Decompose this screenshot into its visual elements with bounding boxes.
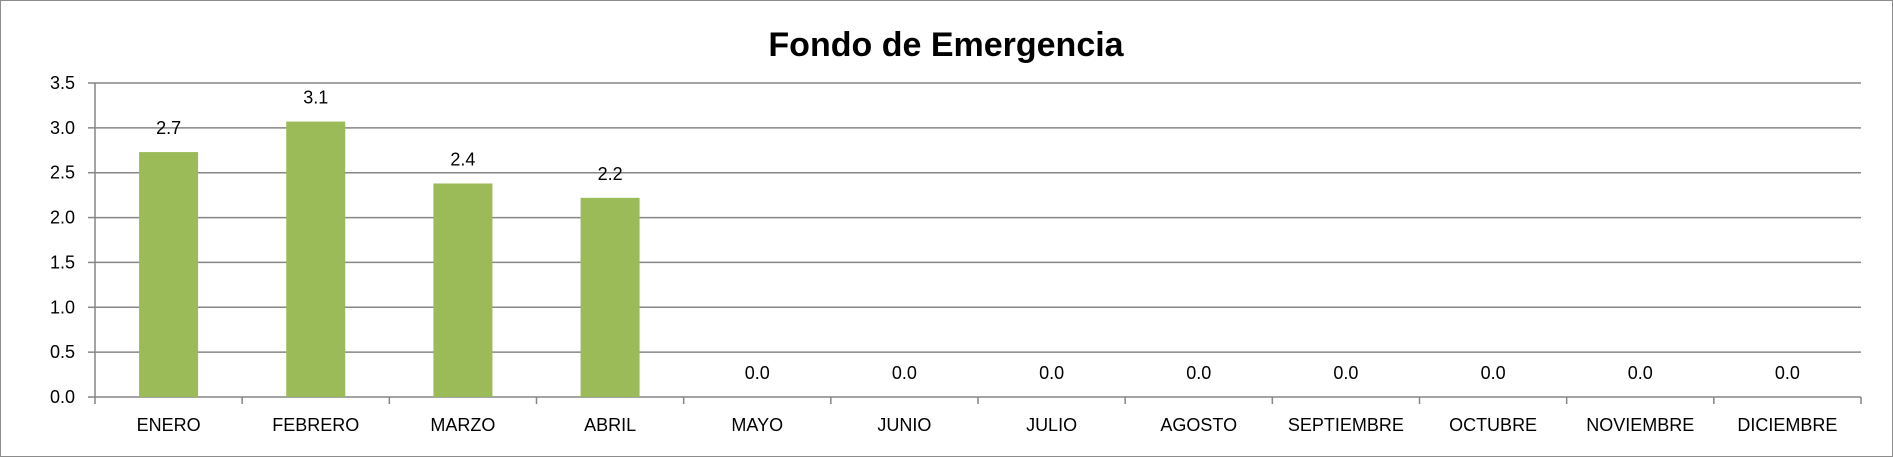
data-label: 2.7: [156, 118, 181, 138]
chart-title: Fondo de Emergencia: [768, 26, 1124, 64]
x-tick-label: FEBRERO: [272, 415, 359, 435]
bar: [286, 121, 346, 397]
bar: [433, 183, 493, 397]
y-tick-label: 0.5: [50, 342, 75, 362]
x-tick-label: AGOSTO: [1160, 415, 1237, 435]
bars: [139, 121, 640, 397]
bar: [580, 197, 640, 397]
y-tick-label: 3.5: [50, 73, 75, 93]
y-tick-label: 0.0: [50, 387, 75, 407]
data-labels: 2.7 3.1 2.4 2.2 0.0 0.0 0.0 0.0 0.0 0.0 0.0 0.0: [156, 88, 1800, 383]
x-tick-label: JULIO: [1026, 415, 1077, 435]
y-tick-label: 1.0: [50, 297, 75, 317]
y-tick-label: 1.5: [50, 252, 75, 272]
data-label: 0.0: [892, 363, 917, 383]
data-label: 0.0: [1186, 363, 1211, 383]
y-tick-label: 2.5: [50, 163, 75, 183]
x-tick-label: NOVIEMBRE: [1586, 415, 1694, 435]
data-label: 0.0: [1628, 363, 1653, 383]
bar: [139, 152, 199, 397]
x-tick-label: JUNIO: [877, 415, 931, 435]
x-tick-label: MARZO: [430, 415, 495, 435]
data-label: 0.0: [1039, 363, 1064, 383]
gridlines: [95, 82, 1861, 353]
x-tick-label: SEPTIEMBRE: [1288, 415, 1404, 435]
x-tick-label: ENERO: [137, 415, 201, 435]
x-tick-label: ABRIL: [584, 415, 636, 435]
y-axis: 0.0 0.5 1.0 1.5 2.0 2.5 3.0 3.5: [50, 73, 96, 407]
x-tick-label: MAYO: [731, 415, 783, 435]
x-axis: ENERO FEBRERO MARZO ABRIL MAYO JUNIO JULIO AGOS…: [94, 396, 1862, 435]
y-tick-label: 3.0: [50, 118, 75, 138]
data-label: 2.4: [450, 149, 475, 169]
data-label: 0.0: [1775, 363, 1800, 383]
x-tick-label: DICIEMBRE: [1737, 415, 1837, 435]
data-label: 0.0: [1333, 363, 1358, 383]
y-tick-label: 2.0: [50, 208, 75, 228]
data-label: 3.1: [303, 88, 328, 108]
data-label: 2.2: [598, 164, 623, 184]
data-label: 0.0: [745, 363, 770, 383]
data-label: 0.0: [1481, 363, 1506, 383]
x-tick-label: OCTUBRE: [1449, 415, 1537, 435]
